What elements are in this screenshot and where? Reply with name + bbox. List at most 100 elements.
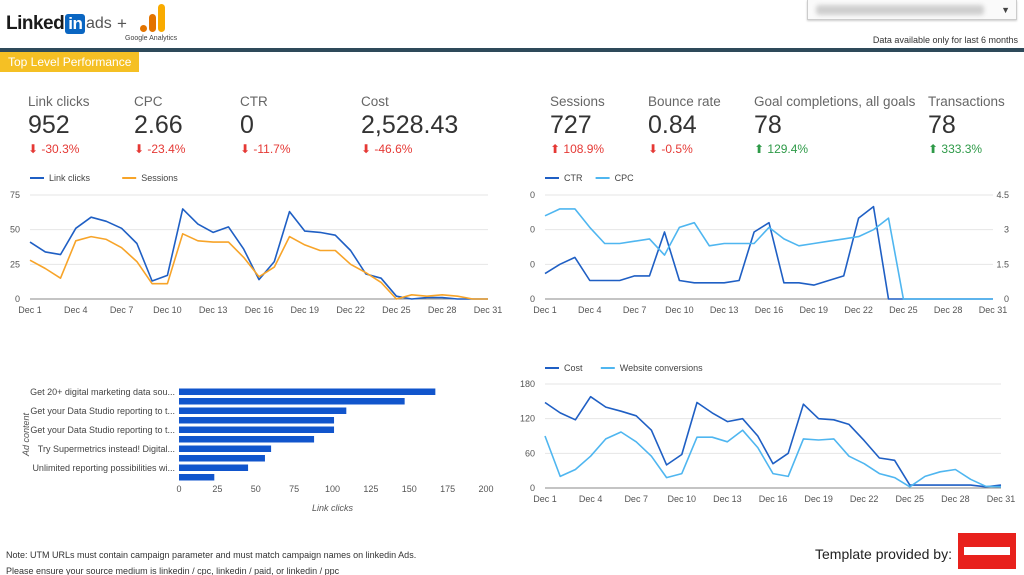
x-tick-label: 100 xyxy=(325,484,340,494)
x-tick-label: Dec 1 xyxy=(533,305,557,315)
x-tick-label: Dec 25 xyxy=(896,494,925,504)
kpi-change: ⬇ -30.3% xyxy=(28,142,80,156)
google-analytics-icon xyxy=(140,4,165,32)
arrow-up-icon: ⬆ xyxy=(550,142,564,156)
x-tick-label: Dec 10 xyxy=(153,305,182,315)
footer-note-line-2: Please ensure your source medium is link… xyxy=(6,566,340,575)
x-axis-title: Link clicks xyxy=(312,503,354,513)
x-tick-label: Dec 16 xyxy=(245,305,274,315)
legend-label: CPC xyxy=(615,173,635,183)
series-line-link-clicks xyxy=(29,208,488,300)
kpi-value: 0.84 xyxy=(648,111,697,139)
x-tick-label: 175 xyxy=(440,484,455,494)
y-right-tick-label: 0 xyxy=(1004,294,1009,304)
x-tick-label: 0 xyxy=(176,484,181,494)
bar xyxy=(179,388,436,395)
kpi-value: 78 xyxy=(928,111,956,139)
kpi-value: 2,528.43 xyxy=(361,111,459,139)
kpi-change: ⬇ -23.4% xyxy=(134,142,186,156)
y-right-tick-label: 1.5 xyxy=(996,259,1009,269)
date-range-picker[interactable]: ▼ xyxy=(807,0,1017,20)
y-tick-label: 50 xyxy=(10,225,20,235)
date-range-value xyxy=(816,5,984,15)
x-tick-label: Dec 31 xyxy=(474,305,503,315)
arrow-down-icon: ⬇ xyxy=(134,142,148,156)
x-tick-label: Dec 31 xyxy=(987,494,1016,504)
kpi-link-clicks: Link clicks 952 ⬇ -30.3% xyxy=(28,94,90,156)
kpi-cost: Cost 2,528.43 ⬇ -46.6% xyxy=(361,94,458,156)
linkedin-wordmark: Linked xyxy=(6,13,65,34)
category-label: Get your Data Studio reporting to t... xyxy=(30,406,175,416)
footer-note-line-1: Note: UTM URLs must contain campaign par… xyxy=(6,550,417,560)
kpi-label: Transactions xyxy=(928,94,1005,109)
arrow-up-icon: ⬆ xyxy=(754,142,768,156)
x-tick-label: 50 xyxy=(251,484,261,494)
kpi-bounce-rate: Bounce rate 0.84 ⬇ -0.5% xyxy=(648,94,721,156)
kpi-value: 0 xyxy=(240,111,254,139)
bar xyxy=(179,464,249,471)
x-tick-label: Dec 31 xyxy=(979,305,1008,315)
series-line-website-conversions xyxy=(544,429,1002,488)
legend-label: Link clicks xyxy=(49,173,91,183)
y-tick-label: 0 xyxy=(530,294,535,304)
x-tick-label: Dec 4 xyxy=(64,305,88,315)
x-tick-label: Dec 1 xyxy=(533,494,557,504)
category-label: Unlimited reporting possibilities wi... xyxy=(32,463,175,473)
kpi-label: Bounce rate xyxy=(648,94,721,109)
x-tick-label: Dec 22 xyxy=(336,305,365,315)
section-title: Top Level Performance xyxy=(0,52,140,72)
x-tick-label: Dec 10 xyxy=(665,305,694,315)
supermetrics-logo-mark xyxy=(964,547,1010,555)
x-tick-label: 25 xyxy=(212,484,222,494)
x-tick-label: Dec 28 xyxy=(428,305,457,315)
x-tick-label: Dec 13 xyxy=(710,305,739,315)
x-tick-label: 200 xyxy=(478,484,493,494)
kpi-value: 727 xyxy=(550,111,592,139)
cost-conversions-chart: Cost Website conversions 0 60 120 180 Dec 1 Dec… xyxy=(520,363,1016,504)
template-credit: Template provided by: xyxy=(815,546,952,562)
x-tick-label: Dec 16 xyxy=(755,305,784,315)
arrow-down-icon: ⬇ xyxy=(648,142,662,156)
kpi-goal-completions: Goal completions, all goals 78 ⬆ 129.4% xyxy=(754,94,915,156)
x-tick-label: 150 xyxy=(402,484,417,494)
chevron-down-icon: ▼ xyxy=(1001,5,1010,15)
header: Linked in ads + Google Analytics ▼ Data a… xyxy=(0,0,1024,48)
bar xyxy=(179,474,215,481)
y-tick-label: 75 xyxy=(10,190,20,200)
x-tick-label: Dec 25 xyxy=(382,305,411,315)
bar xyxy=(179,445,272,452)
x-tick-label: 75 xyxy=(289,484,299,494)
series-line-cost xyxy=(544,395,1002,488)
kpi-label: Sessions xyxy=(550,94,605,109)
kpi-sessions: Sessions 727 ⬆ 108.9% xyxy=(550,94,605,156)
plus-sign: + xyxy=(117,14,127,33)
x-tick-label: Dec 19 xyxy=(804,494,833,504)
x-tick-label: Dec 19 xyxy=(800,305,829,315)
category-label: Get your Data Studio reporting to t... xyxy=(30,425,175,435)
y-tick-label: 180 xyxy=(520,379,535,389)
category-label: Try Supermetrics instead! Digital... xyxy=(38,444,175,454)
arrow-down-icon: ⬇ xyxy=(361,142,375,156)
linkedin-logo: Linked in xyxy=(6,13,86,35)
arrow-down-icon: ⬇ xyxy=(28,142,42,156)
x-tick-label: Dec 13 xyxy=(199,305,228,315)
bar xyxy=(179,426,335,433)
kpi-value: 2.66 xyxy=(134,111,183,139)
y-tick-label: 0 xyxy=(530,259,535,269)
kpi-label: Cost xyxy=(361,94,389,109)
x-tick-label: Dec 7 xyxy=(623,305,647,315)
arrow-up-icon: ⬆ xyxy=(928,142,942,156)
kpi-change: ⬇ -0.5% xyxy=(648,142,693,156)
kpi-value: 78 xyxy=(754,111,782,139)
x-tick-label: Dec 25 xyxy=(889,305,918,315)
bar xyxy=(179,417,335,424)
y-tick-label: 60 xyxy=(525,448,535,458)
supermetrics-logo[interactable] xyxy=(958,533,1016,569)
x-tick-label: Dec 13 xyxy=(713,494,742,504)
x-tick-label: Dec 28 xyxy=(934,305,963,315)
kpi-transactions: Transactions 78 ⬆ 333.3% xyxy=(928,94,1005,156)
y-right-tick-label: 4.5 xyxy=(996,190,1009,200)
x-tick-label: Dec 10 xyxy=(668,494,697,504)
link-clicks-sessions-chart: Link clicks Sessions 0 25 50 75 Dec 1 Dec 4 Dec … xyxy=(10,173,503,315)
y-tick-label: 120 xyxy=(520,414,535,424)
